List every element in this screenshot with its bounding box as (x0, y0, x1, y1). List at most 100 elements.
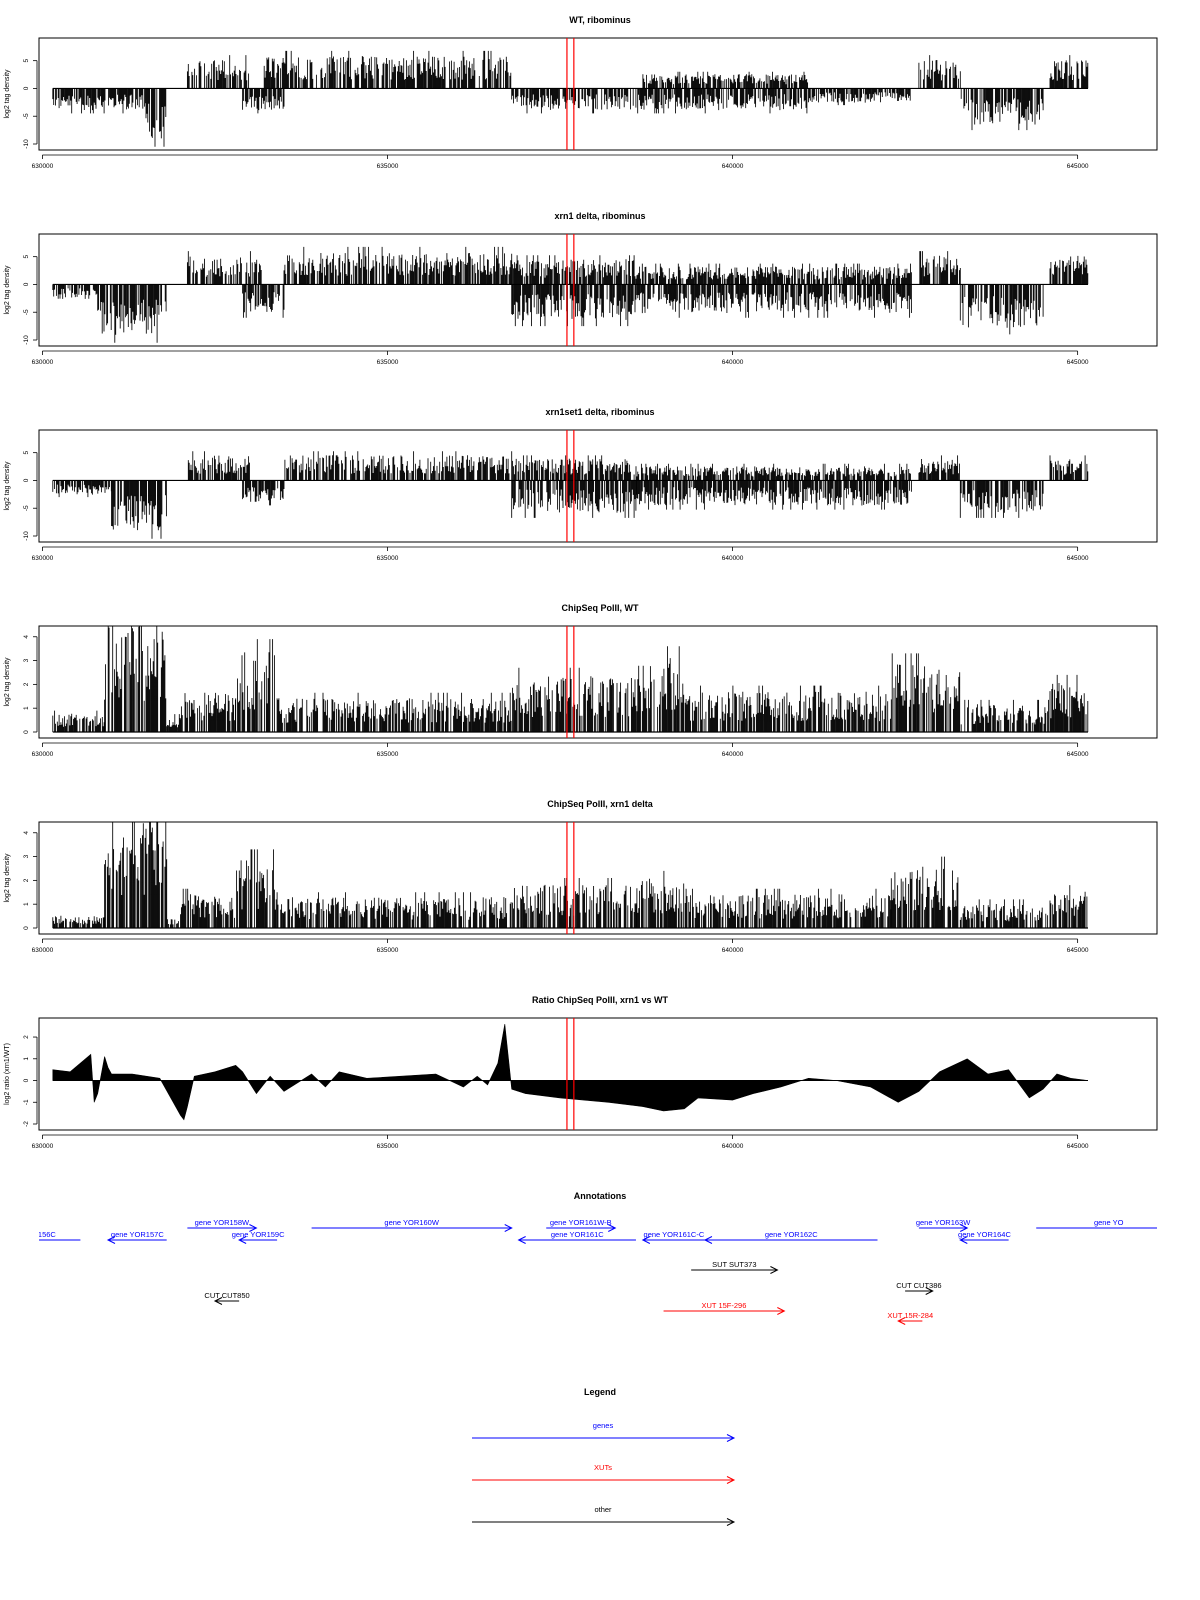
signal-bars (104, 626, 167, 732)
signal-bars (263, 50, 512, 89)
feature-arrow: gene YOR160W (311, 1218, 513, 1232)
signal-region (1049, 455, 1089, 481)
x-tick-label: 630000 (32, 947, 54, 954)
y-axis-label: log2 tag density (4, 657, 11, 707)
feature-label: gene YOR161C (551, 1230, 604, 1239)
signal-region (242, 480, 285, 506)
signal-region (890, 856, 959, 928)
chart-title: Ratio ChipSeq PolII, xrn1 vs WT (532, 995, 669, 1005)
x-tick-label: 645000 (1067, 947, 1089, 954)
x-tick-label: 640000 (722, 359, 744, 366)
signal-region (276, 892, 512, 928)
x-tick-label: 630000 (32, 1143, 54, 1150)
arrow-head (608, 1224, 617, 1232)
y-axis-label: log2 tag density (4, 265, 11, 315)
arrow-head (959, 1224, 969, 1232)
chart-panel-5: ChipSeq PolII, xrn1 delta log2 tag densit… (4, 799, 1158, 954)
signal-bars (512, 255, 636, 285)
signal-bars (186, 251, 262, 285)
feature-label: gene YO (1094, 1218, 1124, 1227)
signal-region (891, 653, 961, 732)
y-tick-label: 5 (23, 450, 30, 454)
feature-arrow: XUT 15F-296 (663, 1301, 786, 1315)
data-marks (52, 451, 1089, 539)
x-tick-label: 640000 (722, 751, 744, 758)
y-tick-label: 0 (23, 478, 30, 482)
signal-bars (97, 284, 167, 343)
feature-arrow: gene YOR157C (106, 1230, 167, 1244)
feature-label: XUT 15F-296 (702, 1301, 747, 1310)
x-tick-label: 635000 (377, 751, 399, 758)
y-tick-label: -10 (23, 335, 30, 345)
signal-region (187, 451, 250, 481)
x-tick-label: 645000 (1067, 751, 1089, 758)
legend-label: XUTs (594, 1463, 612, 1472)
y-tick-label: 2 (23, 878, 30, 882)
arrow-head (504, 1224, 513, 1232)
arrow-head (925, 1287, 934, 1295)
signal-region (1049, 55, 1089, 89)
legend-panel: Legend genes XUTs other (472, 1387, 736, 1526)
feature-label: gene YOR162C (765, 1230, 818, 1239)
y-tick-label: 3 (23, 854, 30, 858)
x-tick-label: 635000 (377, 947, 399, 954)
arrow-head (106, 1236, 116, 1244)
feature-label: SUT SUT373 (712, 1260, 756, 1269)
arrow-head (726, 1434, 736, 1442)
signal-bars (242, 284, 285, 318)
feature-arrow: R156C (32, 1230, 81, 1241)
feature-arrow: SUT SUT373 (691, 1260, 779, 1274)
arrow-head (517, 1236, 526, 1244)
feature-label: gene YOR161W-B (550, 1218, 612, 1227)
signal-region (52, 284, 98, 299)
signal-region (642, 71, 809, 89)
y-tick-label: -10 (23, 531, 30, 541)
y-tick-label: 0 (23, 282, 30, 286)
x-tick-label: 635000 (377, 555, 399, 562)
signal-bars (808, 88, 911, 106)
y-tick-label: 2 (23, 682, 30, 686)
signal-bars (111, 480, 167, 539)
y-tick-label: 0 (23, 926, 30, 930)
signal-region (511, 480, 637, 518)
y-tick-label: 1 (23, 1057, 30, 1061)
plot-frame (38, 429, 1158, 543)
signal-region (97, 284, 167, 343)
chart-title: ChipSeq PolII, WT (562, 603, 639, 613)
signal-region (235, 639, 278, 732)
signal-region (959, 480, 1044, 518)
signal-bars (276, 892, 512, 928)
arrow-head (249, 1224, 258, 1232)
feature-label: gene YOR157C (111, 1230, 164, 1239)
signal-bars (891, 653, 961, 732)
signal-region (186, 55, 250, 89)
annotation-features: R156C gene YOR157C gene YOR158W gene YOR159… (32, 1218, 1157, 1325)
signal-region (512, 255, 636, 285)
signal-region (284, 451, 513, 481)
signal-bars (284, 451, 513, 481)
y-tick-label: 1 (23, 902, 30, 906)
signal-bars (52, 710, 105, 732)
feature-label: R156C (32, 1230, 56, 1239)
signal-bars (684, 888, 892, 928)
chart-panel-3: xrn1set1 delta, ribominus log2 tag densit… (4, 407, 1158, 562)
data-marks (52, 822, 1088, 929)
feature-arrow: gene YOR162C (703, 1230, 878, 1244)
x-tick-label: 645000 (1067, 359, 1089, 366)
chart-title: xrn1set1 delta, ribominus (545, 407, 654, 417)
x-tick-label: 640000 (722, 163, 744, 170)
signal-bars (1049, 674, 1089, 732)
y-axis-label: log2 ratio (xrn1/WT) (4, 1043, 11, 1105)
signal-bars (919, 251, 961, 285)
signal-region (52, 480, 112, 498)
y-tick-label: 0 (23, 1078, 30, 1082)
chart-panel-2: xrn1 delta, ribominus log2 tag density -10… (4, 211, 1158, 366)
arrow-head (770, 1266, 779, 1274)
annotations-title: Annotations (574, 1191, 627, 1201)
feature-label: CUT CUT850 (204, 1291, 249, 1300)
feature-label: gene YOR159C (232, 1230, 285, 1239)
signal-bars (636, 646, 685, 732)
signal-region (960, 88, 1044, 131)
x-tick-label: 635000 (377, 1143, 399, 1150)
arrow-head (897, 1317, 906, 1325)
